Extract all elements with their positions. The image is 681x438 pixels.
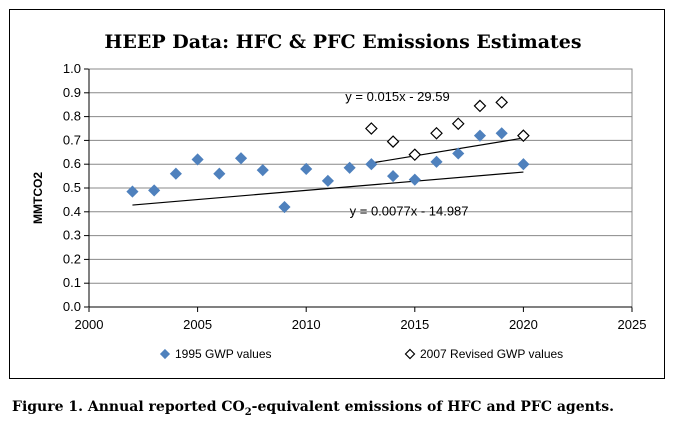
tick-labels: 0.0 0.1 0.2 0.3 0.4 0.5 0.6 0.7 0.8 0.9 1.0 2000 200… bbox=[63, 61, 647, 332]
data-points bbox=[126, 95, 530, 214]
data-point-1995 bbox=[148, 184, 161, 197]
y-tick-label: 0.6 bbox=[63, 156, 81, 171]
x-tick-label: 2015 bbox=[400, 317, 429, 332]
y-tick-label: 0.3 bbox=[63, 228, 81, 243]
data-point-1995 bbox=[191, 153, 204, 166]
y-tick-label: 0.9 bbox=[63, 85, 81, 100]
data-point-2007 bbox=[430, 126, 443, 140]
data-point-1995 bbox=[256, 164, 269, 177]
y-tick-label: 0.4 bbox=[63, 204, 81, 219]
trendline-equation-2007: y = 0.015x - 29.59 bbox=[345, 89, 449, 104]
legend-label-1995: 1995 GWP values bbox=[175, 347, 272, 361]
caption-subscript: 2 bbox=[244, 406, 252, 418]
axes bbox=[84, 68, 633, 312]
y-tick-label: 1.0 bbox=[63, 61, 81, 76]
figure-caption: Figure 1. Annual reported CO2-equivalent… bbox=[12, 399, 672, 418]
y-tick-label: 0.8 bbox=[63, 109, 81, 124]
trendline-2007 bbox=[371, 137, 524, 164]
caption-suffix: -equivalent emissions of HFC and PFC age… bbox=[251, 399, 615, 415]
y-tick-label: 0.2 bbox=[63, 251, 81, 266]
data-point-1995 bbox=[473, 129, 487, 142]
data-point-1995 bbox=[517, 158, 530, 171]
trendlines: y = 0.0077x - 14.987 y = 0.015x - 29.59 bbox=[132, 89, 524, 218]
chart-frame: HEEP Data: HFC & PFC Emissions Estimates… bbox=[9, 9, 665, 379]
trendline-1995 bbox=[132, 171, 524, 206]
y-tick-label: 0.0 bbox=[63, 299, 81, 314]
chart-title: HEEP Data: HFC & PFC Emissions Estimates bbox=[104, 31, 581, 53]
data-point-1995 bbox=[452, 147, 465, 160]
x-tick-label: 2000 bbox=[75, 317, 104, 332]
x-tick-label: 2020 bbox=[509, 317, 538, 332]
legend-label-2007: 2007 Revised GWP values bbox=[420, 347, 563, 361]
trendline-equation-1995: y = 0.0077x - 14.987 bbox=[350, 203, 469, 218]
data-point-1995 bbox=[343, 161, 356, 174]
data-point-1995 bbox=[234, 152, 248, 165]
x-tick-label: 2010 bbox=[292, 317, 321, 332]
data-point-2007 bbox=[495, 95, 509, 109]
data-point-1995 bbox=[495, 127, 508, 140]
legend-marker-2007 bbox=[404, 348, 416, 360]
y-axis-title: MMTCO2 bbox=[31, 172, 45, 224]
data-point-1995 bbox=[365, 158, 378, 171]
data-point-1995 bbox=[387, 170, 400, 183]
data-point-2007 bbox=[473, 99, 487, 113]
data-point-2007 bbox=[386, 135, 400, 148]
data-point-1995 bbox=[300, 162, 313, 176]
y-tick-label: 0.1 bbox=[63, 275, 81, 290]
caption-prefix: Figure 1. Annual reported CO bbox=[12, 399, 245, 415]
y-tick-label: 0.7 bbox=[63, 132, 81, 147]
chart: HEEP Data: HFC & PFC Emissions Estimates… bbox=[31, 31, 647, 361]
data-point-2007 bbox=[408, 148, 422, 162]
data-point-1995 bbox=[321, 174, 334, 187]
data-point-1995 bbox=[408, 173, 421, 186]
data-point-2007 bbox=[517, 129, 530, 142]
y-tick-label: 0.5 bbox=[63, 180, 81, 195]
data-point-1995 bbox=[169, 167, 182, 180]
data-point-1995 bbox=[213, 167, 226, 180]
data-point-2007 bbox=[365, 122, 378, 135]
data-point-2007 bbox=[451, 117, 465, 131]
x-tick-label: 2005 bbox=[183, 317, 212, 332]
legend: 1995 GWP values 2007 Revised GWP values bbox=[159, 347, 563, 361]
data-point-1995 bbox=[278, 200, 291, 214]
data-point-1995 bbox=[126, 185, 139, 198]
x-tick-label: 2025 bbox=[618, 317, 647, 332]
data-point-1995 bbox=[430, 155, 443, 168]
legend-marker-1995 bbox=[159, 348, 171, 360]
